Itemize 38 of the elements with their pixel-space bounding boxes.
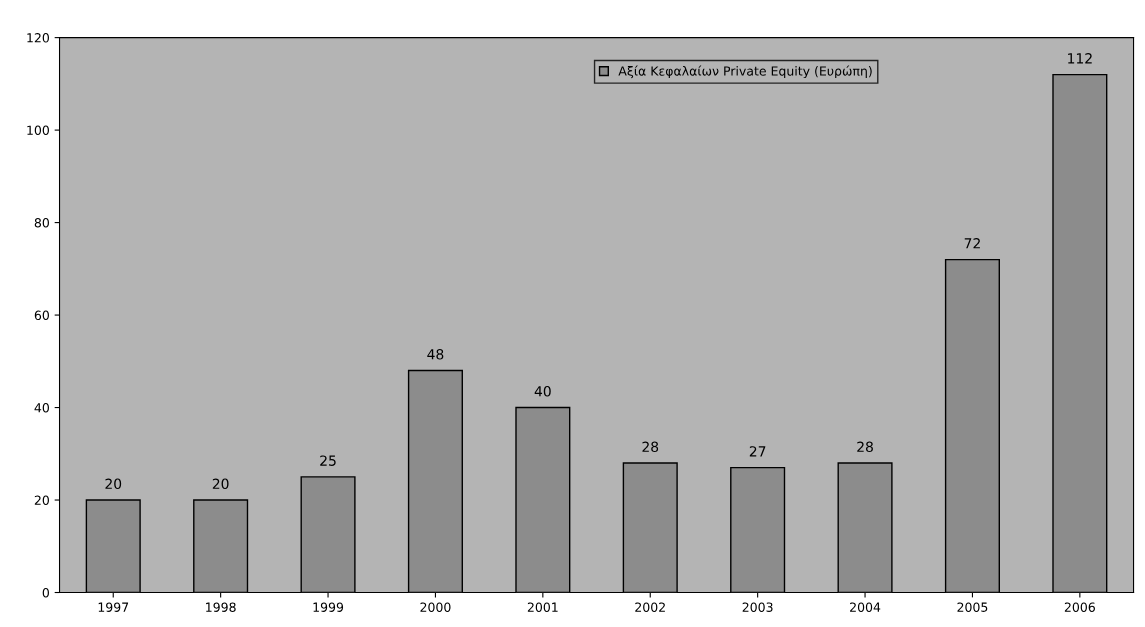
y-tick-label: 20 (34, 495, 49, 505)
bar (730, 466, 786, 593)
y-tick-label: 60 (34, 310, 49, 320)
legend-label: Αξία Κεφαλαίων Private Equity (Ευρώπη) (618, 65, 872, 79)
data-label: 28 (857, 441, 873, 453)
data-label: 40 (534, 386, 551, 397)
y-tick-label: 100 (27, 125, 49, 136)
bar (944, 258, 1000, 593)
x-tick-label: 2000 (420, 602, 451, 612)
data-label: 20 (212, 478, 229, 490)
y-tick-label: 40 (34, 403, 49, 413)
x-tick-label: 2006 (1064, 602, 1095, 612)
bar (85, 499, 141, 593)
bar (1052, 73, 1108, 593)
data-label: 27 (749, 446, 766, 457)
y-tick-label: 0 (42, 587, 49, 598)
bar (515, 406, 571, 593)
x-tick-label: 1998 (206, 602, 236, 612)
x-tick-label: 2005 (957, 602, 988, 612)
bar (407, 369, 463, 593)
bar (837, 462, 893, 593)
bar (193, 499, 249, 593)
data-label: 112 (1068, 53, 1092, 64)
bar (300, 476, 356, 593)
y-tick-label: 80 (34, 218, 49, 228)
data-label: 20 (105, 478, 122, 490)
x-tick-label: 2004 (850, 602, 881, 612)
y-tick-label: 120 (27, 33, 49, 43)
x-tick-label: 1999 (313, 602, 344, 612)
bar (622, 462, 678, 593)
x-tick-label: 2001 (527, 602, 558, 612)
x-tick-label: 2002 (635, 602, 665, 612)
data-label: 48 (427, 349, 444, 360)
x-tick-label: 2003 (742, 602, 773, 612)
data-label: 25 (320, 455, 336, 466)
data-label: 72 (964, 238, 980, 249)
data-label: 28 (642, 441, 659, 453)
x-tick-label: 1997 (98, 602, 129, 612)
